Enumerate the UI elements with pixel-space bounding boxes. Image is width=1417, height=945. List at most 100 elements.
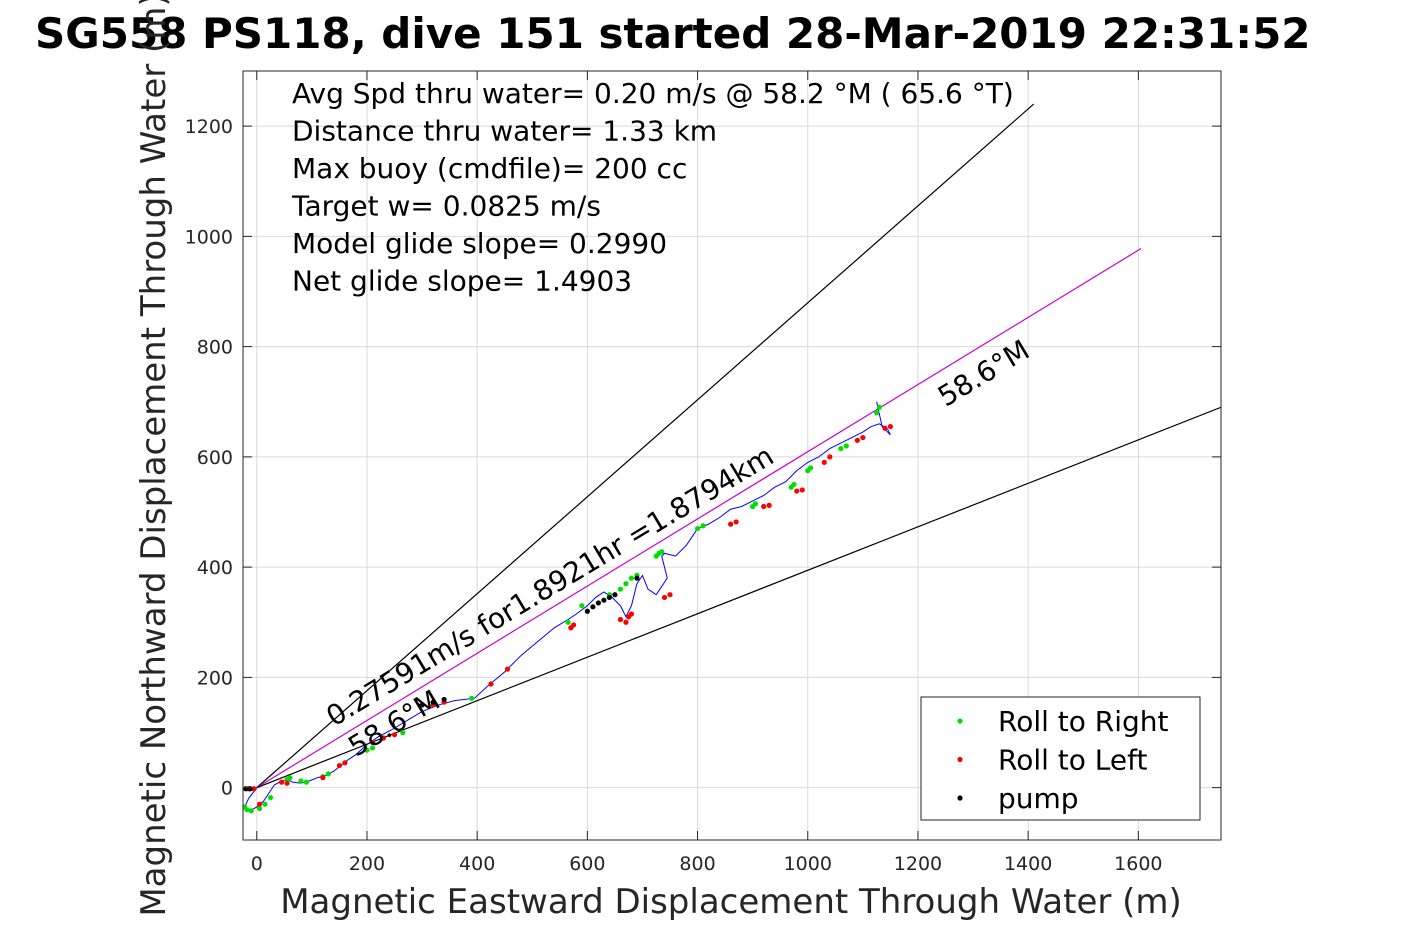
data-point [504,666,511,672]
data-point [364,747,370,753]
data-point [298,778,304,784]
data-point [244,807,250,813]
legend-marker [957,756,963,763]
reference-line-lower [256,406,1221,789]
axis-ticks: 0 200 400 600 800 1000 1200 1400 1600 0 200 400 600 8… [185,71,1221,875]
data-point [617,586,624,592]
plot-area-frame [242,70,1222,841]
data-point [267,794,274,801]
x-tick-label: 1600 [1114,853,1162,875]
series-roll-to-right [243,404,882,814]
x-tick-label: 200 [349,853,385,875]
annotation-label: 58.6°M [932,333,1035,413]
data-point [369,739,376,746]
data-point [287,775,293,781]
x-tick-label: 1400 [1004,853,1052,875]
series-track [244,401,891,812]
data-point [876,404,882,410]
data-point [874,410,880,416]
data-point [579,603,585,609]
x-tick-label: 0 [251,853,263,875]
reference-line-center [256,247,1142,789]
data-point [659,549,665,555]
data-point [590,604,596,610]
legend-marker [957,795,963,801]
data-point [700,523,706,529]
series-pump [243,575,640,792]
data-point [887,423,894,430]
data-point [441,696,447,703]
data-point [430,699,436,705]
data-point [380,735,387,741]
data-point [601,597,607,603]
series-roll-to-left [245,423,894,807]
data-point [284,780,290,786]
data-point [469,695,475,701]
data-point [342,760,348,766]
data-series [243,401,894,814]
data-point [570,622,577,628]
x-tick-label: 800 [679,853,715,875]
data-point [882,425,888,431]
data-point [278,779,285,785]
y-axis-label: Magnetic Northward Displacement Through … [134,0,174,917]
stats-line: Net glide slope= 1.4903 [292,265,632,298]
data-point [799,487,805,493]
grid [243,71,1221,840]
data-point [606,594,613,601]
data-point [623,619,629,625]
data-point [391,732,398,738]
data-point [860,434,866,441]
data-point [694,525,701,532]
data-point [584,608,590,614]
data-point [821,459,827,465]
stats-line: Distance thru water= 1.33 km [292,115,717,148]
stats-text: Avg Spd thru water= 0.20 m/s @ 58.2 °M (… [291,77,1014,298]
legend-entry: Roll to Left [998,744,1147,777]
data-point [325,771,332,777]
data-point [728,521,734,527]
data-point [623,581,629,587]
data-point [419,702,425,708]
data-point [838,446,844,452]
x-tick-label: 1000 [784,853,832,875]
data-point [595,600,601,606]
stats-line: Model glide slope= 0.2990 [292,227,667,260]
legend: Roll to Right Roll to Left pump [920,696,1201,821]
y-tick-label: 400 [197,557,233,579]
reference-lines [256,103,1221,789]
data-point [565,619,571,625]
data-point [369,745,376,751]
stats-line: Target w= 0.0825 m/s [291,190,601,223]
legend-box [920,696,1201,821]
y-tick-label: 0 [221,778,233,800]
y-tick-label: 1000 [185,226,233,248]
y-tick-label: 200 [197,667,233,689]
data-point [628,575,635,581]
data-point [251,786,257,792]
data-point [854,437,860,443]
reference-line-upper [256,103,1035,789]
data-point [791,481,797,488]
data-point [843,443,849,449]
legend-entry: Roll to Right [998,705,1169,738]
x-tick-label: 400 [459,853,495,875]
y-tick-label: 800 [197,337,233,359]
data-point [303,779,309,785]
data-point [794,488,800,494]
stats-line: Max buoy (cmdfile)= 200 cc [292,152,687,185]
y-tick-label: 600 [197,447,233,469]
chart-title: SG558 PS118, dive 151 started 28-Mar-201… [35,9,1311,58]
x-axis-label: Magnetic Eastward Displacement Through W… [280,882,1182,922]
data-point [667,592,673,598]
x-tick-label: 1200 [894,853,942,875]
data-point [248,808,254,814]
data-point [400,729,406,736]
data-point [256,801,263,807]
track-line [244,401,891,812]
legend-marker [957,718,963,724]
data-point [807,465,814,471]
data-point [262,801,268,807]
data-point [612,592,618,598]
